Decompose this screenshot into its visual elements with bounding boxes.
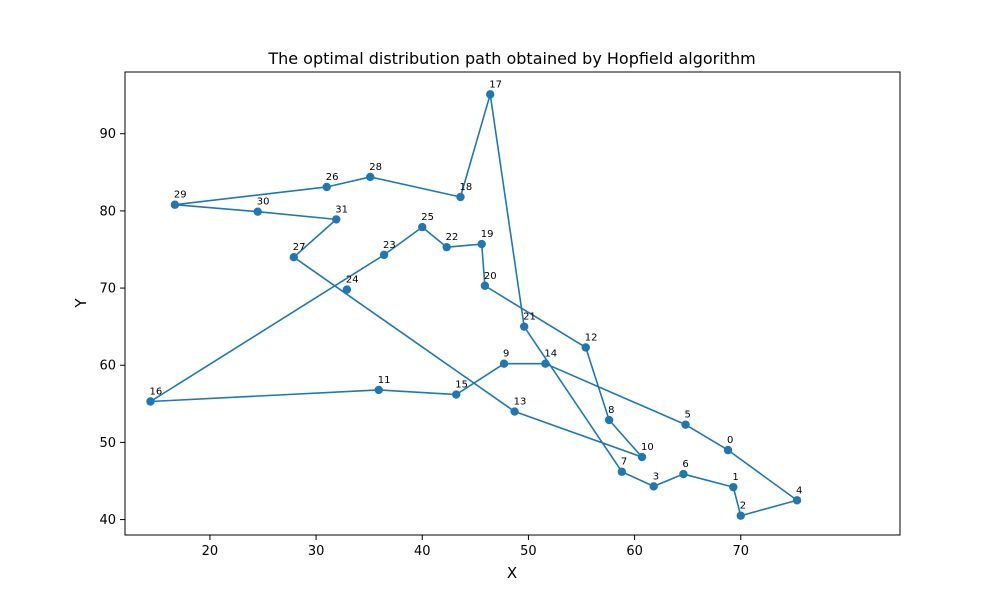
y-tick-label: 60 [99, 359, 116, 374]
point-label: 27 [293, 242, 306, 253]
point-label: 20 [484, 271, 497, 282]
point-marker [617, 467, 627, 476]
point-marker [477, 239, 486, 249]
point-label: 30 [257, 197, 270, 208]
point-marker [342, 285, 352, 294]
point-marker [604, 415, 614, 425]
point-marker [723, 445, 733, 455]
y-tick-label: 90 [99, 127, 116, 142]
point-marker [736, 511, 745, 520]
y-tick-label: 80 [99, 204, 116, 219]
point-label: 13 [514, 397, 527, 408]
point-marker [456, 192, 465, 202]
point-label: 18 [459, 182, 472, 193]
point-marker [170, 200, 180, 209]
point-marker [581, 343, 590, 352]
point-marker [374, 385, 383, 395]
point-label: 4 [796, 485, 802, 496]
point-label: 8 [608, 405, 614, 416]
markers [146, 90, 802, 520]
point-marker [510, 407, 519, 416]
point-label: 25 [421, 212, 434, 223]
point-marker [452, 390, 461, 399]
series-path [149, 93, 798, 517]
y-axis-label: Y [72, 298, 90, 309]
point-marker [322, 182, 331, 192]
point-marker [729, 482, 738, 492]
route-line [149, 93, 798, 517]
point-label: 7 [621, 457, 627, 468]
point-marker [289, 253, 299, 262]
point-marker [480, 281, 490, 290]
x-tick-label: 60 [626, 544, 643, 559]
point-marker [649, 482, 658, 491]
point-marker [418, 222, 427, 232]
point-label: 12 [585, 332, 598, 343]
y-tick-label: 40 [99, 513, 116, 528]
point-label: 9 [503, 349, 509, 360]
point-label: 29 [174, 190, 187, 201]
point-marker [332, 215, 341, 224]
point-marker [486, 90, 495, 99]
point-marker [681, 420, 690, 429]
x-tick-label: 70 [732, 544, 749, 559]
point-marker [792, 496, 802, 505]
point-marker [442, 242, 451, 252]
point-label: 28 [369, 162, 382, 173]
point-label: 19 [481, 229, 494, 240]
plot-frame [124, 71, 901, 536]
y-tick-label: 50 [99, 436, 116, 451]
point-marker [637, 452, 647, 462]
point-label: 22 [446, 232, 459, 243]
point-label: 1 [732, 472, 738, 483]
x-tick-label: 20 [202, 544, 219, 559]
point-marker [379, 250, 389, 260]
x-tick-label: 40 [414, 544, 431, 559]
x-tick-label: 30 [308, 544, 325, 559]
point-marker [541, 359, 550, 368]
point-label: 15 [455, 380, 468, 391]
point-label: 2 [740, 501, 746, 512]
point-label: 0 [727, 435, 733, 446]
point-label: 26 [326, 172, 339, 183]
point-label: 3 [653, 471, 659, 482]
point-marker [519, 322, 529, 331]
point-label: 23 [383, 240, 396, 251]
point-marker [366, 172, 375, 182]
point-label: 6 [682, 459, 688, 470]
point-label: 24 [346, 275, 359, 286]
point-label: 5 [685, 410, 691, 421]
x-axis-label: X [507, 564, 517, 582]
point-label: 16 [149, 387, 162, 398]
x-tick-label: 50 [520, 544, 537, 559]
point-label: 31 [335, 204, 348, 215]
point-label: 17 [489, 79, 502, 90]
point-label: 11 [378, 375, 391, 386]
y-tick-label: 70 [99, 282, 116, 297]
point-marker [679, 469, 688, 479]
point-label: 21 [523, 312, 536, 323]
point-label: 10 [641, 442, 654, 453]
point-label: 14 [544, 349, 557, 360]
point-marker [253, 207, 262, 216]
point-labels: 0123456789101112131415161718192021222324… [149, 79, 802, 511]
point-marker [146, 397, 155, 406]
chart-title: The optimal distribution path obtained b… [267, 49, 755, 68]
point-marker [499, 359, 509, 368]
